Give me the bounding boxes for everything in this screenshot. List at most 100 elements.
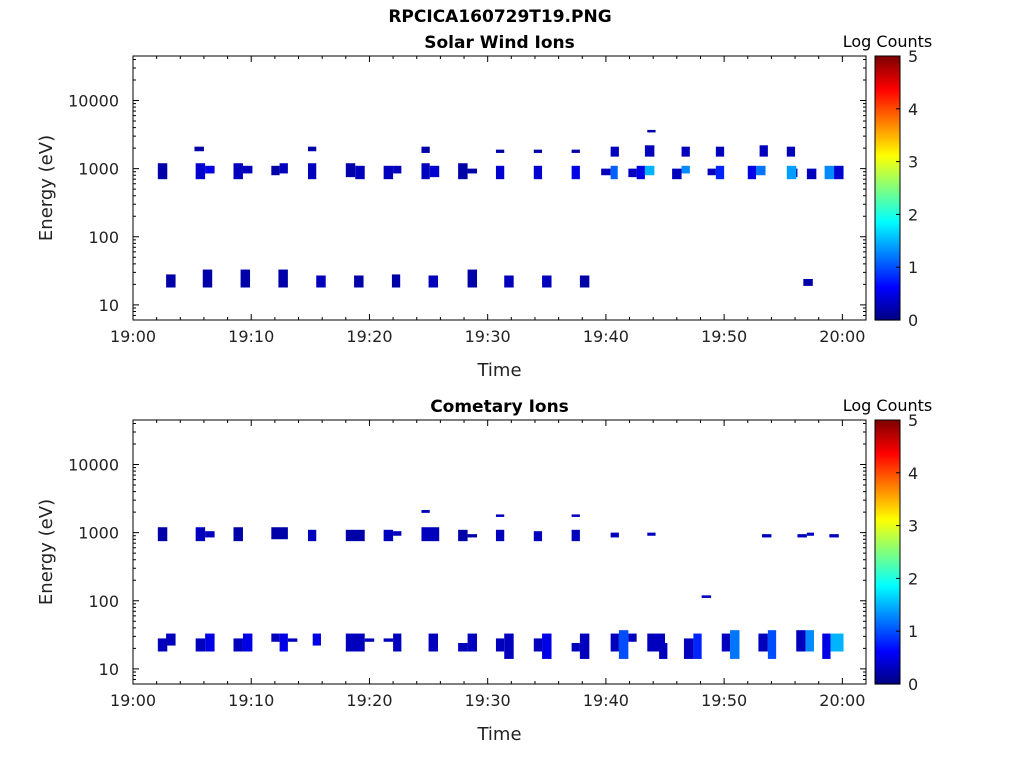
heatmap-cell — [316, 275, 326, 288]
figure-title: RPCICA160729T19.PNG — [388, 7, 612, 27]
colorbar-segment — [875, 221, 900, 224]
heatmap-cell — [681, 165, 690, 174]
heatmap-cell — [355, 165, 365, 180]
colorbar-segment — [875, 264, 900, 267]
colorbar-segment — [875, 268, 900, 272]
y-tick-label: 100 — [88, 228, 119, 247]
colorbar-segment — [875, 66, 900, 69]
heatmap-cell — [495, 165, 505, 180]
colorbar-segment — [875, 477, 900, 481]
heatmap-cell — [233, 163, 243, 180]
colorbar-segment — [875, 605, 900, 609]
colorbar-segment — [875, 597, 900, 601]
colorbar-segment — [875, 68, 900, 72]
heatmap-cell — [803, 278, 813, 286]
colorbar-segment — [875, 185, 900, 189]
colorbar-segment — [875, 504, 900, 508]
heatmap-cell — [759, 145, 768, 157]
y-axis-label: Energy (eV) — [36, 135, 57, 241]
heatmap-cell — [391, 274, 401, 288]
heatmap-cell — [428, 275, 439, 288]
x-tick-label: 19:50 — [701, 691, 747, 710]
colorbar-segment — [875, 525, 900, 528]
colorbar-frame — [874, 419, 901, 685]
colorbar-segment — [875, 218, 900, 222]
colorbar-segment — [875, 615, 900, 619]
colorbar-segment — [875, 498, 900, 502]
heatmap-cell — [421, 509, 430, 513]
heatmap-cell — [233, 527, 243, 542]
colorbar-segment — [875, 299, 900, 303]
colorbar-segment — [875, 173, 900, 177]
heatmap-cell — [166, 633, 176, 646]
colorbar-segment — [875, 442, 900, 446]
heatmap-cell — [205, 531, 215, 538]
heatmap-cell — [806, 168, 817, 180]
heatmap-cell — [683, 638, 694, 659]
colorbar-segment — [875, 245, 900, 249]
colorbar-segment — [875, 167, 900, 171]
heatmap-cell — [767, 630, 777, 659]
colorbar-segment — [875, 603, 900, 607]
colorbar-segment — [875, 72, 900, 76]
colorbar-segment — [875, 155, 900, 158]
heatmap-cell — [533, 638, 543, 652]
colorbar-segment — [875, 97, 900, 100]
colorbar-segment — [875, 663, 900, 667]
colorbar-segment — [875, 60, 900, 63]
colorbar-segment — [875, 138, 900, 142]
heatmap-cell — [421, 146, 430, 153]
heatmap-cell — [747, 165, 757, 180]
colorbar-tick-label: 5 — [908, 47, 918, 66]
heatmap-cell — [240, 269, 251, 288]
colorbar-segment — [875, 422, 900, 425]
heatmap-cell — [715, 146, 725, 157]
colorbar-segment — [875, 254, 900, 257]
colorbar-tick-label: 3 — [908, 153, 918, 172]
heatmap-cell — [157, 163, 168, 180]
plot-frame — [132, 419, 867, 685]
heatmap-cell — [195, 163, 206, 180]
colorbar-segment — [875, 502, 900, 506]
colorbar-segment — [875, 134, 900, 138]
colorbar-segment — [875, 508, 900, 512]
colorbar-segment — [875, 463, 900, 466]
colorbar-segment — [875, 107, 900, 111]
heatmap-cell — [636, 165, 645, 180]
heatmap-cell — [467, 269, 478, 288]
heatmap-cell — [467, 168, 478, 174]
heatmap-cell — [693, 633, 702, 659]
colorbar-segment — [875, 506, 900, 510]
colorbar-segment — [875, 444, 900, 448]
heatmap-cell — [758, 633, 768, 652]
colorbar-segment — [875, 500, 900, 504]
colorbar-segment — [875, 428, 900, 431]
colorbar-segment — [875, 177, 900, 181]
x-tick-label: 19:10 — [228, 691, 274, 710]
heatmap-cell — [271, 633, 280, 642]
colorbar-segment — [875, 483, 900, 487]
heatmap-cell — [542, 633, 552, 659]
colorbar-segment — [875, 62, 900, 65]
x-tick-label: 19:20 — [346, 327, 392, 346]
y-tick-label: 10000 — [68, 92, 119, 111]
colorbar-segment — [875, 196, 900, 199]
colorbar-segment — [875, 109, 900, 113]
heatmap-cell — [834, 165, 844, 180]
heatmap-cell — [830, 633, 844, 652]
colorbar-segment — [875, 636, 900, 640]
colorbar-segment — [875, 539, 900, 543]
colorbar-segment — [875, 256, 900, 259]
colorbar-segment — [875, 556, 900, 559]
colorbar-segment — [875, 287, 900, 290]
heatmap-cell — [618, 630, 629, 659]
colorbar-segment — [875, 144, 900, 148]
colorbar-segment — [875, 206, 900, 210]
colorbar-tick-label: 4 — [908, 100, 918, 119]
colorbar-segment — [875, 212, 900, 216]
colorbar-segment — [875, 216, 900, 220]
colorbar-segment — [875, 436, 900, 440]
colorbar-segment — [875, 642, 900, 646]
heatmap-cell — [495, 514, 505, 517]
colorbar-tick-label: 2 — [908, 569, 918, 588]
